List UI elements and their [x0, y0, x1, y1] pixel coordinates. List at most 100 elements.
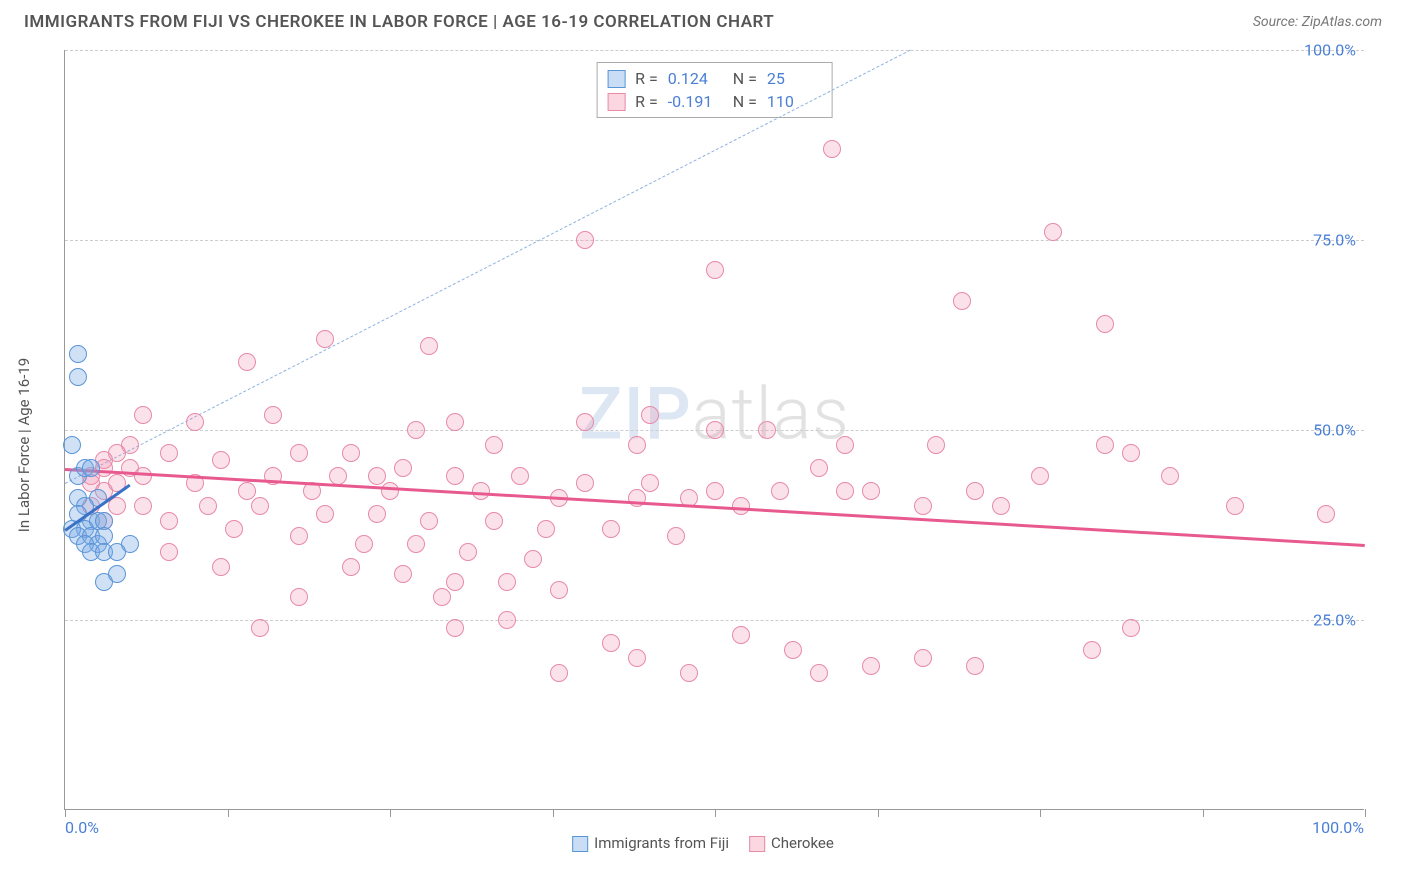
watermark: ZIPatlas [579, 372, 850, 457]
stats-box: R = 0.124 N = 25 R = -0.191 N = 110 [596, 62, 833, 118]
data-point [485, 512, 503, 530]
legend-swatch-pink-icon [749, 836, 765, 852]
y-tick-label: 25.0% [1313, 611, 1356, 630]
data-point [186, 413, 204, 431]
data-point [823, 140, 841, 158]
data-point [706, 482, 724, 500]
chart-container: In Labor Force | Age 16-19 ZIPatlas R = … [24, 40, 1382, 850]
data-point [212, 558, 230, 576]
data-point [446, 573, 464, 591]
data-point [63, 436, 81, 454]
data-point [69, 345, 87, 363]
data-point [641, 474, 659, 492]
grid-line [65, 240, 1364, 241]
x-tick [228, 809, 229, 817]
data-point [485, 436, 503, 454]
data-point [498, 573, 516, 591]
data-point [290, 527, 308, 545]
data-point [862, 657, 880, 675]
data-point [368, 467, 386, 485]
data-point [368, 505, 386, 523]
r-value-1: 0.124 [668, 69, 723, 88]
x-tick [1040, 809, 1041, 817]
y-tick-label: 100.0% [1304, 41, 1356, 60]
x-tick-label-start: 0.0% [65, 818, 99, 837]
r-value-2: -0.191 [668, 92, 723, 111]
grid-line [65, 50, 1364, 51]
legend-label-fiji: Immigrants from Fiji [594, 834, 729, 852]
data-point [316, 330, 334, 348]
data-point [576, 231, 594, 249]
r-label-1: R = [635, 69, 658, 88]
data-point [992, 497, 1010, 515]
data-point [667, 527, 685, 545]
swatch-pink-icon [607, 93, 625, 111]
data-point [537, 520, 555, 538]
data-point [914, 649, 932, 667]
data-point [290, 444, 308, 462]
data-point [1226, 497, 1244, 515]
data-point [628, 489, 646, 507]
data-point [407, 421, 425, 439]
data-point [953, 292, 971, 310]
x-tick [65, 809, 66, 817]
data-point [82, 459, 100, 477]
data-point [602, 520, 620, 538]
data-point [251, 619, 269, 637]
x-tick [390, 809, 391, 817]
data-point [1096, 315, 1114, 333]
r-label-2: R = [635, 92, 658, 111]
stat-row-cherokee: R = -0.191 N = 110 [607, 90, 822, 113]
x-tick [1203, 809, 1204, 817]
data-point [1122, 619, 1140, 637]
data-point [1083, 641, 1101, 659]
data-point [1122, 444, 1140, 462]
data-point [251, 497, 269, 515]
stat-row-fiji: R = 0.124 N = 25 [607, 67, 822, 90]
data-point [433, 588, 451, 606]
x-tick-label-end: 100.0% [1312, 818, 1364, 837]
data-point [394, 565, 412, 583]
data-point [1161, 467, 1179, 485]
data-point [836, 436, 854, 454]
data-point [134, 497, 152, 515]
data-point [212, 451, 230, 469]
data-point [550, 664, 568, 682]
data-point [160, 512, 178, 530]
data-point [446, 413, 464, 431]
data-point [121, 436, 139, 454]
y-tick-label: 50.0% [1313, 421, 1356, 440]
data-point [966, 482, 984, 500]
data-point [472, 482, 490, 500]
swatch-blue-icon [607, 70, 625, 88]
data-point [576, 413, 594, 431]
legend-item-fiji: Immigrants from Fiji [572, 834, 729, 852]
data-point [329, 467, 347, 485]
data-point [550, 581, 568, 599]
data-point [1096, 436, 1114, 454]
data-point [641, 406, 659, 424]
data-point [121, 535, 139, 553]
data-point [290, 588, 308, 606]
x-tick [553, 809, 554, 817]
n-label-1: N = [733, 69, 757, 88]
data-point [914, 497, 932, 515]
data-point [407, 535, 425, 553]
data-point [238, 353, 256, 371]
legend-label-cherokee: Cherokee [771, 834, 834, 852]
data-point [498, 611, 516, 629]
data-point [576, 474, 594, 492]
data-point [225, 520, 243, 538]
data-point [420, 512, 438, 530]
data-point [459, 543, 477, 561]
data-point [810, 459, 828, 477]
chart-title: IMMIGRANTS FROM FIJI VS CHEROKEE IN LABO… [24, 12, 774, 32]
data-point [706, 421, 724, 439]
data-point [927, 436, 945, 454]
data-point [524, 550, 542, 568]
data-point [706, 261, 724, 279]
y-axis-label: In Labor Force | Age 16-19 [15, 358, 33, 532]
data-point [134, 406, 152, 424]
plot-area: ZIPatlas R = 0.124 N = 25 R = -0.191 N =… [64, 50, 1364, 810]
data-point [160, 444, 178, 462]
